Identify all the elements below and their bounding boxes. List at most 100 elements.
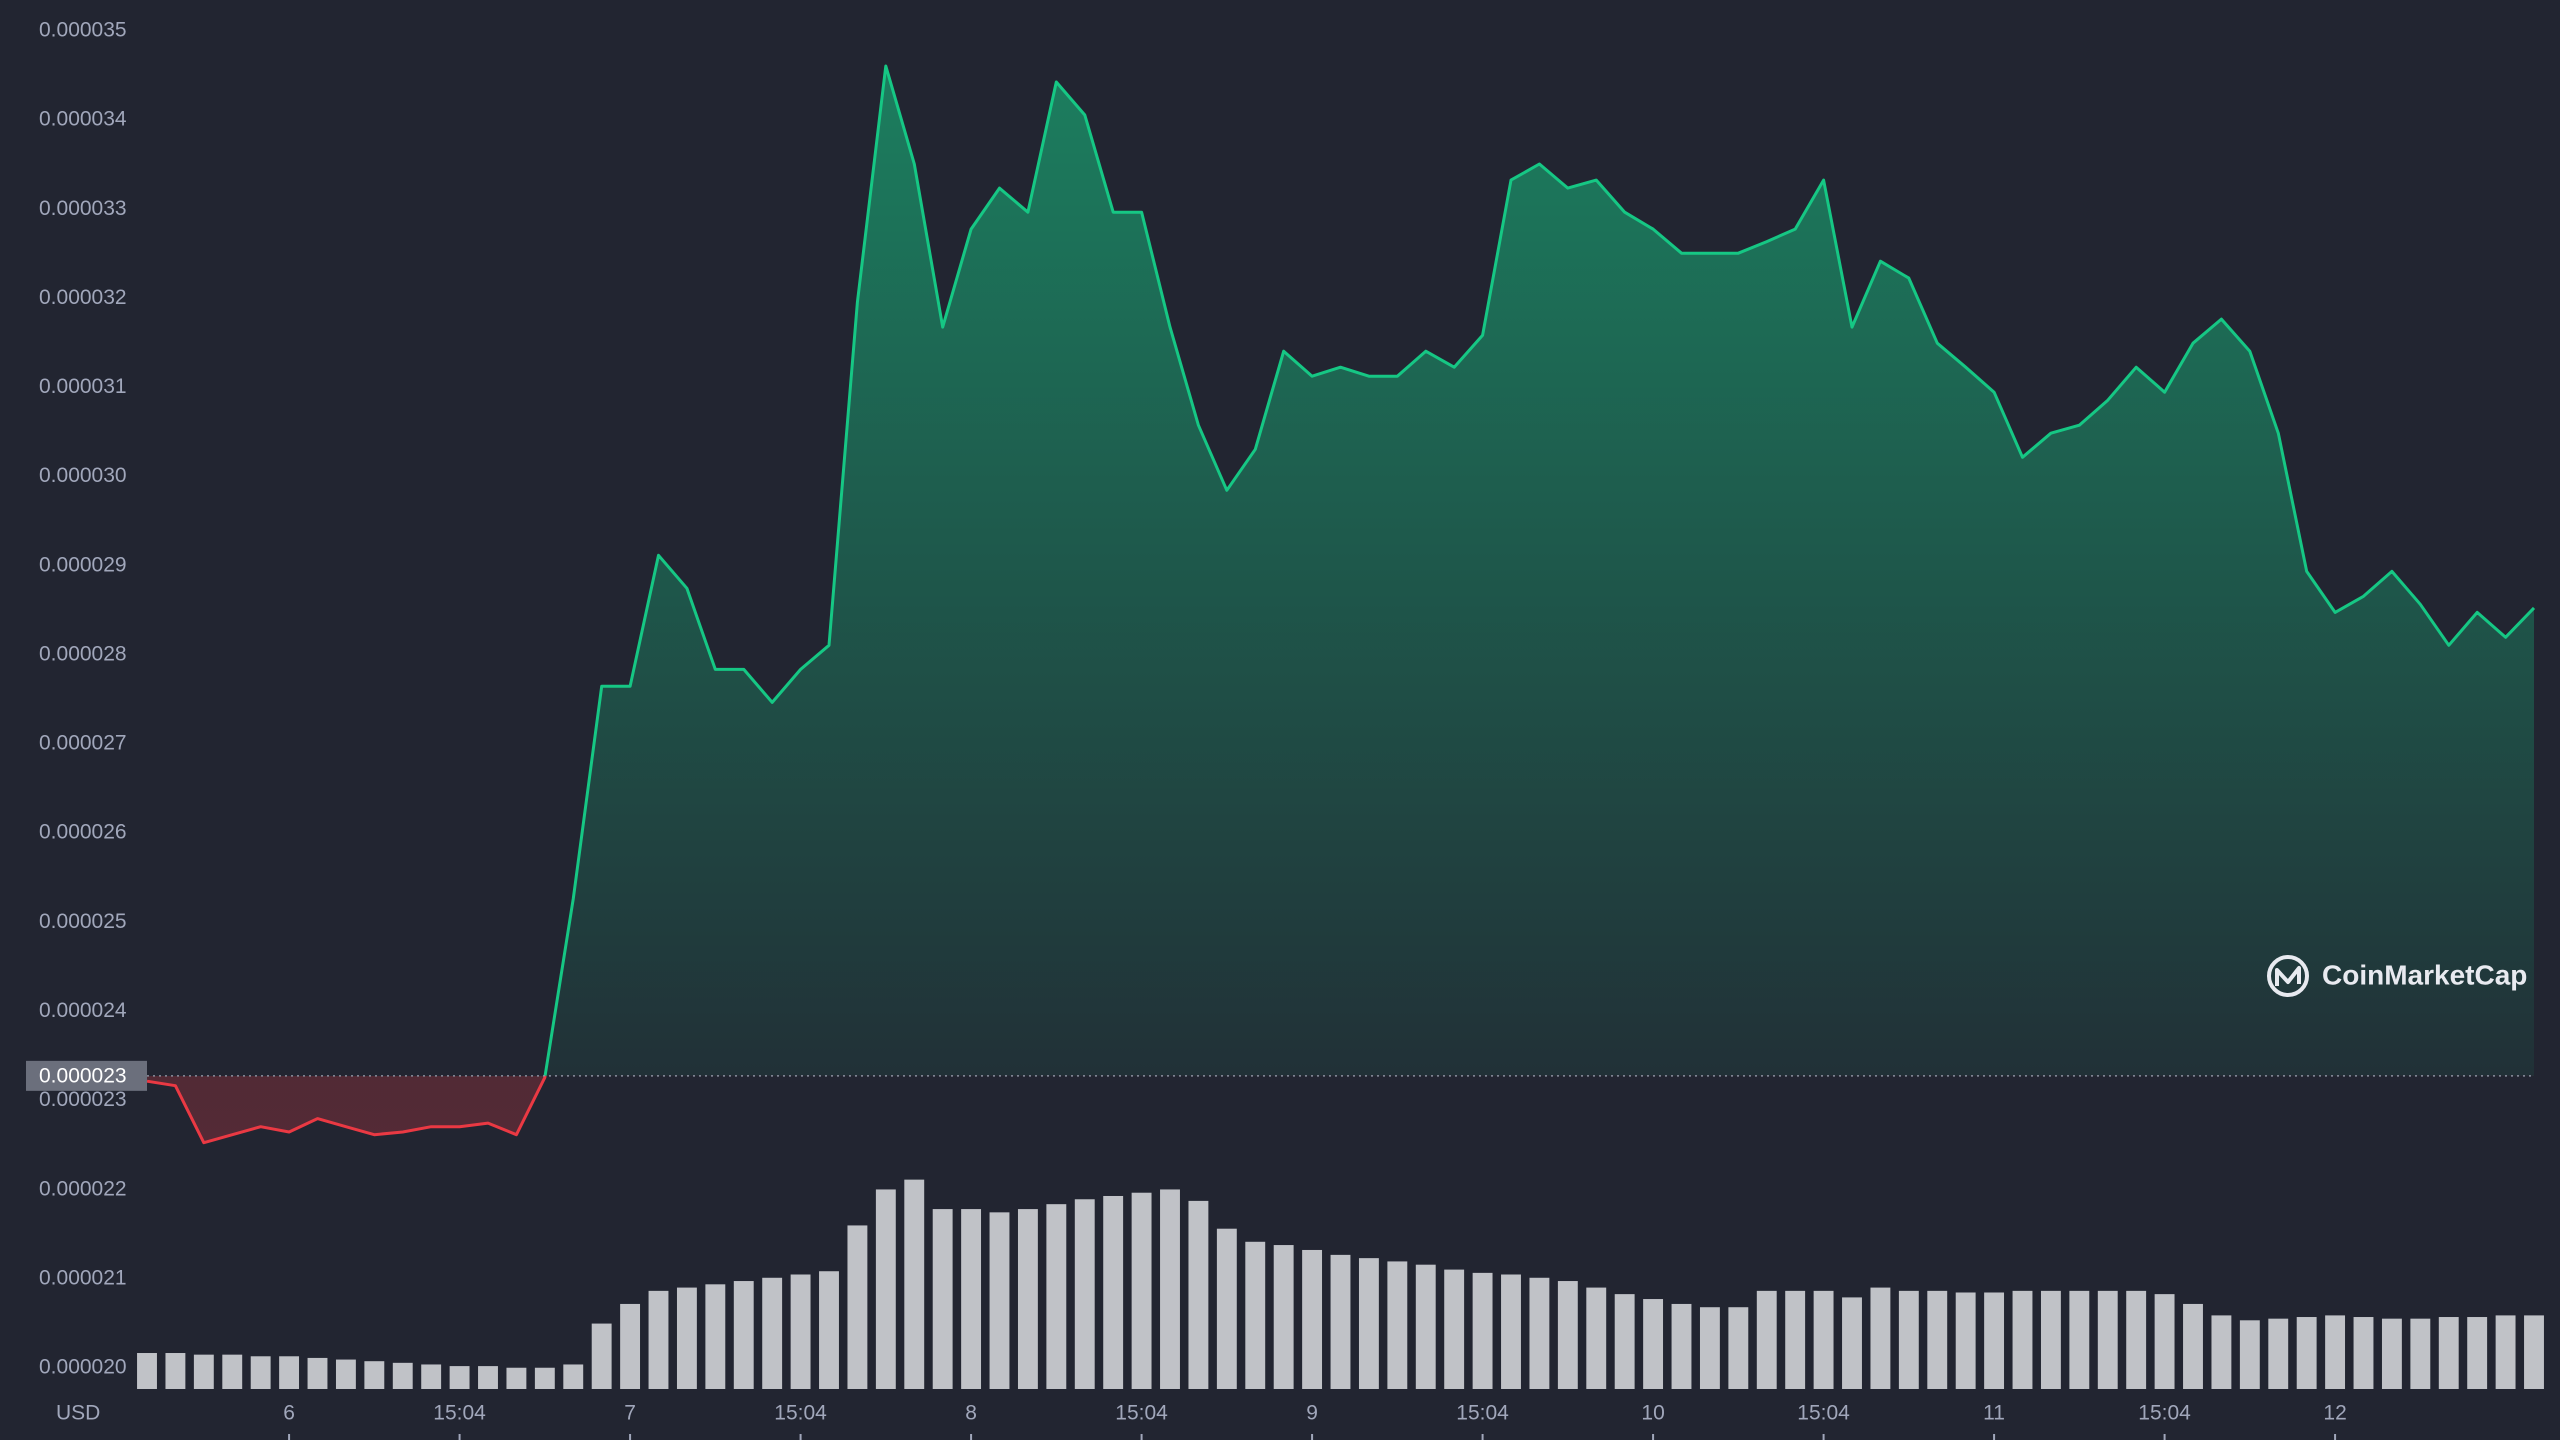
volume-bar (648, 1290, 669, 1389)
volume-bar (620, 1303, 641, 1389)
y-tick-label: 0.000023 (39, 1088, 127, 1111)
volume-bar (1813, 1290, 1834, 1389)
volume-bar (1330, 1254, 1351, 1389)
volume-bar (2268, 1318, 2289, 1389)
volume-bar (2467, 1317, 2488, 1389)
volume-bar (989, 1212, 1010, 1389)
volume-bar (1103, 1195, 1124, 1389)
volume-bar (847, 1225, 868, 1389)
volume-bar (193, 1354, 214, 1389)
y-tick-label: 0.000021 (39, 1266, 127, 1289)
x-tick-label: 15:04 (1115, 1402, 1168, 1425)
volume-bar (1728, 1307, 1749, 1389)
x-tick-label: 9 (1306, 1402, 1318, 1425)
volume-bar (1614, 1294, 1635, 1389)
volume-bar (1927, 1290, 1948, 1389)
volume-bar (1671, 1303, 1692, 1389)
volume-bar (932, 1209, 953, 1389)
volume-bar (2381, 1318, 2402, 1389)
x-tick-label: 15:04 (774, 1402, 827, 1425)
volume-bar (1245, 1241, 1266, 1389)
volume-bar (819, 1271, 839, 1389)
volume-bar (2126, 1290, 2147, 1389)
x-tick-label: 10 (1641, 1402, 1664, 1425)
volume-bar (392, 1362, 413, 1389)
volume-bar (961, 1209, 982, 1389)
volume-bar (1017, 1209, 1038, 1389)
volume-bar (1387, 1261, 1408, 1389)
volume-bar (534, 1367, 555, 1389)
y-tick-label: 0.000025 (39, 910, 127, 933)
volume-bar (2183, 1303, 2203, 1389)
baseline-label-box (26, 1060, 147, 1091)
volume-bar (1643, 1299, 1664, 1389)
volume-bar (790, 1274, 811, 1389)
logo (2267, 955, 2309, 997)
y-tick-label: 0.000033 (39, 197, 127, 220)
volume-bar (1984, 1292, 2005, 1389)
volume-bar (1046, 1204, 1067, 1389)
volume-bar (1785, 1290, 1806, 1389)
y-tick-label: 0.000024 (39, 999, 127, 1022)
volume-bar (1501, 1274, 1521, 1389)
x-tick-label: 15:04 (1456, 1402, 1509, 1425)
x-tick-label: 15:04 (2138, 1402, 2191, 1425)
volume-bar (2211, 1315, 2232, 1389)
price-line-up (543, 64, 2536, 1076)
baseline-label: 0.000023 (39, 1064, 127, 1087)
volume-bar (2438, 1317, 2459, 1389)
volume-bar (1444, 1269, 1465, 1389)
volume-bar (1586, 1287, 1607, 1389)
x-tick-label: 7 (624, 1402, 636, 1425)
x-tick-label: 15:04 (433, 1402, 486, 1425)
volume-bar (1302, 1249, 1323, 1389)
volume-bar (1358, 1258, 1379, 1389)
y-tick-label: 0.000028 (39, 642, 127, 665)
x-tick-label: 8 (965, 1402, 977, 1425)
volume-bar (506, 1367, 527, 1389)
watermark-text: CoinMarketCap (2322, 959, 2527, 990)
volume-bar (222, 1354, 243, 1389)
volume-bar (364, 1361, 385, 1389)
volume-bar (1557, 1281, 1578, 1389)
volume-bar (478, 1366, 498, 1389)
volume-bar (1699, 1307, 1720, 1389)
volume-bar (2154, 1294, 2175, 1389)
watermark: CoinMarketCap (2267, 955, 2527, 997)
volume-bar (2524, 1315, 2544, 1389)
y-tick-label: 0.000030 (39, 464, 127, 487)
volume-bar (1529, 1277, 1550, 1389)
volume-bar (875, 1189, 896, 1389)
volume-bar (2012, 1290, 2033, 1389)
volume-bar (1188, 1200, 1209, 1389)
x-tick-label: 12 (2323, 1402, 2346, 1425)
volume-bar (1472, 1272, 1493, 1389)
volume-bar (2495, 1315, 2516, 1389)
volume-bar (2069, 1290, 2090, 1389)
volume-bar (1870, 1287, 1891, 1389)
volume-bar (2097, 1290, 2118, 1389)
volume-bar (2296, 1317, 2317, 1389)
volume-bar (2040, 1290, 2061, 1389)
volume-bar (1842, 1297, 1862, 1389)
volume-bar (421, 1364, 442, 1389)
volume-bar (1898, 1290, 1919, 1389)
area-up (545, 66, 2534, 1076)
volume-bar (2325, 1315, 2346, 1389)
volume-bar (762, 1277, 783, 1389)
volume-bar (1216, 1228, 1237, 1389)
volume-bar (676, 1287, 697, 1389)
y-tick-label: 0.000034 (39, 108, 127, 131)
price-line-down (146, 1075, 547, 1145)
volume-bar (307, 1357, 328, 1389)
volume-bar (1131, 1192, 1152, 1389)
volume-bar (2410, 1318, 2431, 1389)
x-tick-label: 15:04 (1797, 1402, 1850, 1425)
y-tick-label: 0.000035 (39, 19, 127, 42)
volume-bar (591, 1323, 612, 1389)
x-tick-label: 6 (283, 1402, 295, 1425)
logo-mark (2275, 966, 2301, 986)
y-tick-label: 0.000022 (39, 1177, 127, 1200)
